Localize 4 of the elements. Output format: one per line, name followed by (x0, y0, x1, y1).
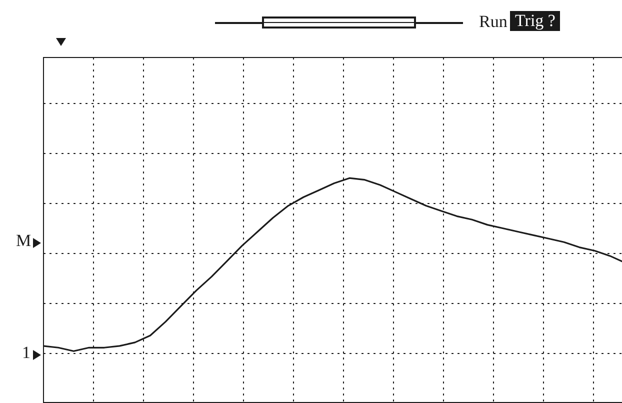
text: Trig ? (510, 11, 560, 31)
text: M (16, 231, 32, 251)
text: 1 (22, 343, 30, 363)
text: Run (479, 12, 508, 32)
